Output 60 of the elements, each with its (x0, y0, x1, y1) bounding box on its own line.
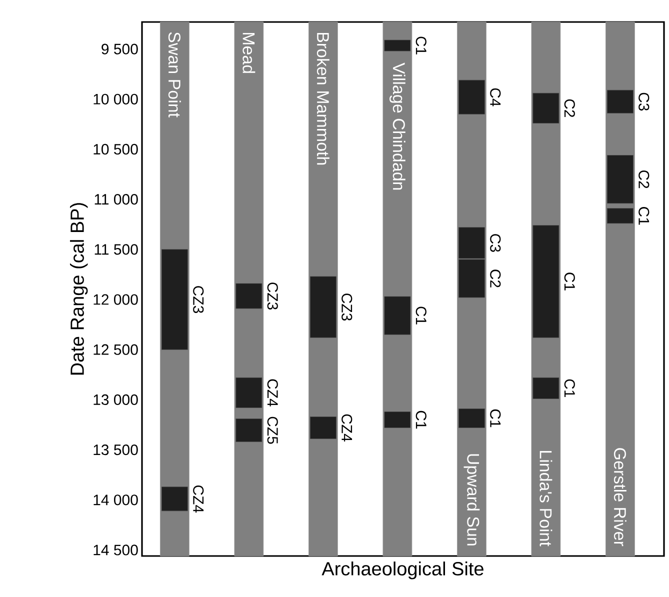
bar (607, 155, 634, 204)
x-tick-label: Swan Point (168, 32, 181, 118)
x-tick-label: Linda's Point (540, 451, 552, 546)
bar (234, 22, 264, 556)
bar (458, 408, 485, 428)
x-tick-label: Village Chindadn (390, 62, 406, 190)
bar (310, 276, 336, 338)
data-label: C1 (416, 36, 426, 54)
data-label: C2 (490, 270, 501, 288)
bar (384, 412, 411, 428)
y-tick-label: 10 000 (94, 94, 138, 104)
y-tick-label: 13 500 (94, 444, 138, 456)
bar (161, 249, 188, 350)
data-label: C2 (564, 99, 575, 117)
bar (458, 80, 485, 114)
data-label: C1 (490, 409, 501, 428)
data-label: C1 (564, 379, 575, 398)
y-tick-label: 12 000 (94, 294, 138, 305)
data-label: C2 (638, 170, 650, 188)
x-tick-label: Broken Mammoth (316, 32, 330, 165)
data-label: C1 (638, 207, 650, 225)
data-label: C3 (638, 92, 650, 111)
x-tick-label: Gerstle River (614, 448, 626, 546)
y-tick-label: 14 500 (94, 544, 138, 556)
bar (384, 296, 411, 335)
bar (384, 40, 411, 52)
data-label: C1 (416, 306, 426, 324)
data-label: CZ4 (193, 486, 204, 513)
bar (161, 486, 188, 512)
bar (607, 208, 634, 224)
x-tick-label: Mead (242, 32, 256, 73)
data-label: CZ5 (267, 416, 278, 444)
data-label: CZ3 (267, 282, 278, 310)
data-label: C1 (416, 410, 426, 429)
bar (310, 416, 336, 439)
y-tick-label: 12 500 (94, 344, 138, 355)
y-tick-label: 9 500 (102, 44, 138, 54)
data-label: C1 (564, 272, 575, 290)
y-tick-label: 13 000 (94, 394, 138, 406)
data-label: CZ3 (342, 294, 352, 321)
x-tick-label: Upward Sun (464, 454, 480, 546)
bar (236, 418, 262, 442)
bar (607, 90, 634, 114)
x-axis-title: Archaeological Site (322, 562, 484, 580)
bar (532, 225, 560, 338)
data-label: C3 (490, 234, 501, 252)
y-tick-label: 10 500 (94, 144, 138, 155)
bar (532, 377, 560, 399)
data-label: CZ4 (342, 414, 352, 442)
y-tick-label: 11 000 (94, 194, 138, 205)
data-label: C4 (490, 88, 501, 106)
y-tick-label: 11 500 (94, 244, 138, 255)
data-label: CZ4 (267, 379, 278, 406)
bar (532, 92, 560, 124)
y-axis-title: Date Range (cal BP) (70, 203, 88, 375)
bar (382, 22, 412, 556)
bar (236, 283, 262, 309)
bar (236, 377, 262, 408)
y-tick-label: 14 000 (94, 494, 138, 506)
data-label: CZ3 (193, 286, 204, 314)
